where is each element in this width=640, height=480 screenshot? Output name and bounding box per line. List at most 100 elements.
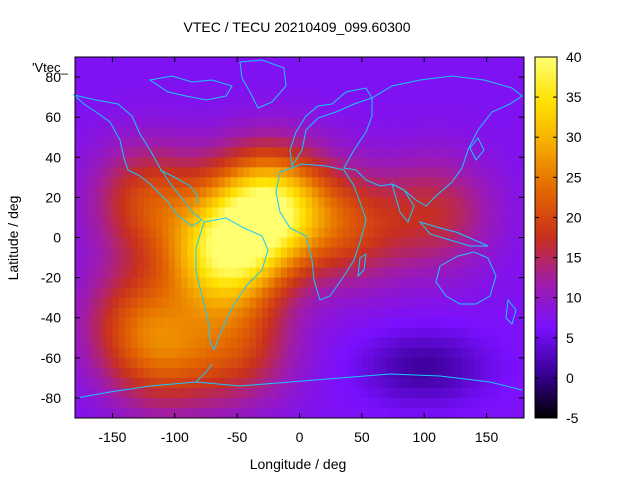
heatmap-cell [324,187,332,198]
heatmap-cell [374,297,381,309]
heatmap-cell [386,77,394,88]
heatmap-cell [255,117,263,128]
heatmap-cell [262,157,269,168]
heatmap-cell [492,117,500,128]
heatmap-cell [455,397,463,409]
heatmap-cell [499,177,506,188]
heatmap-cell [81,177,88,188]
heatmap-cell [243,97,251,108]
heatmap-cell [499,357,506,369]
heatmap-cell [112,187,120,198]
heatmap-cell [218,217,226,228]
heatmap-cell [249,387,257,399]
heatmap-cell [411,107,419,118]
heatmap-cell [343,77,350,88]
heatmap-cell [361,407,369,419]
heatmap-cell [324,317,332,329]
heatmap-cell [393,317,400,329]
heatmap-cell [156,267,163,279]
heatmap-cell [93,217,101,228]
heatmap-cell [199,347,207,359]
heatmap-cell [361,57,369,68]
heatmap-cell [299,77,307,88]
heatmap-cell [112,207,120,218]
heatmap-cell [243,267,251,279]
colorbar-tick-label: 10 [566,290,582,306]
heatmap-cell [106,197,113,208]
heatmap-cell [368,387,375,399]
heatmap-cell [305,157,313,168]
heatmap-cell [199,297,207,309]
heatmap-cell [218,327,226,339]
heatmap-cell [492,327,500,339]
heatmap-cell [361,347,369,359]
heatmap-cell [156,387,163,399]
heatmap-cell [81,67,88,78]
heatmap-cell [249,217,257,228]
heatmap-cell [517,157,525,168]
heatmap-cell [124,257,132,268]
heatmap-cell [174,97,182,108]
heatmap-cell [442,317,450,329]
heatmap-cell [505,97,512,108]
heatmap-cell [218,317,226,329]
heatmap-cell [330,317,338,329]
heatmap-cell [374,307,381,319]
heatmap-cell [393,167,400,178]
heatmap-cell [255,147,263,158]
heatmap-cell [224,397,232,409]
heatmap-cell [505,337,512,349]
heatmap-cell [174,277,182,289]
heatmap-cell [280,377,288,389]
heatmap-cell [99,357,107,369]
heatmap-cell [81,287,88,299]
heatmap-cell [181,57,188,68]
heatmap-cell [411,297,419,309]
heatmap-cell [361,397,369,409]
heatmap-cell [106,377,113,389]
heatmap-cell [324,107,332,118]
heatmap-cell [361,317,369,329]
heatmap-cell [131,307,138,319]
heatmap-cell [480,97,487,108]
heatmap-cell [149,407,157,419]
heatmap-cell [212,367,219,379]
heatmap-cell [137,357,144,369]
heatmap-cell [517,267,525,279]
heatmap-cell [324,237,332,248]
heatmap-cell [268,157,275,168]
heatmap-cell [218,367,226,379]
heatmap-cell [75,367,82,379]
heatmap-cell [230,277,238,289]
heatmap-cell [355,57,363,68]
heatmap-cell [212,87,219,98]
heatmap-cell [336,127,344,138]
heatmap-cell [467,317,475,329]
heatmap-cell [386,317,394,329]
heatmap-cell [224,307,232,319]
heatmap-cell [187,227,194,238]
heatmap-cell [436,117,444,128]
heatmap-cell [318,117,325,128]
heatmap-cell [199,137,207,148]
heatmap-cell [305,357,313,369]
heatmap-cell [224,97,232,108]
heatmap-cell [162,197,169,208]
heatmap-cell [106,127,113,138]
heatmap-cell [355,317,363,329]
heatmap-cell [112,137,120,148]
heatmap-cell [330,177,338,188]
heatmap-cell [112,297,120,309]
heatmap-cell [380,367,388,379]
heatmap-cell [349,137,357,148]
heatmap-cell [318,327,325,339]
heatmap-cell [405,397,413,409]
heatmap-cell [368,267,375,279]
heatmap-cell [324,137,332,148]
heatmap-cell [156,137,163,148]
heatmap-cell [442,287,450,299]
heatmap-cell [455,347,463,359]
heatmap-cell [255,277,263,289]
heatmap-cell [156,57,163,68]
heatmap-cell [205,337,213,349]
